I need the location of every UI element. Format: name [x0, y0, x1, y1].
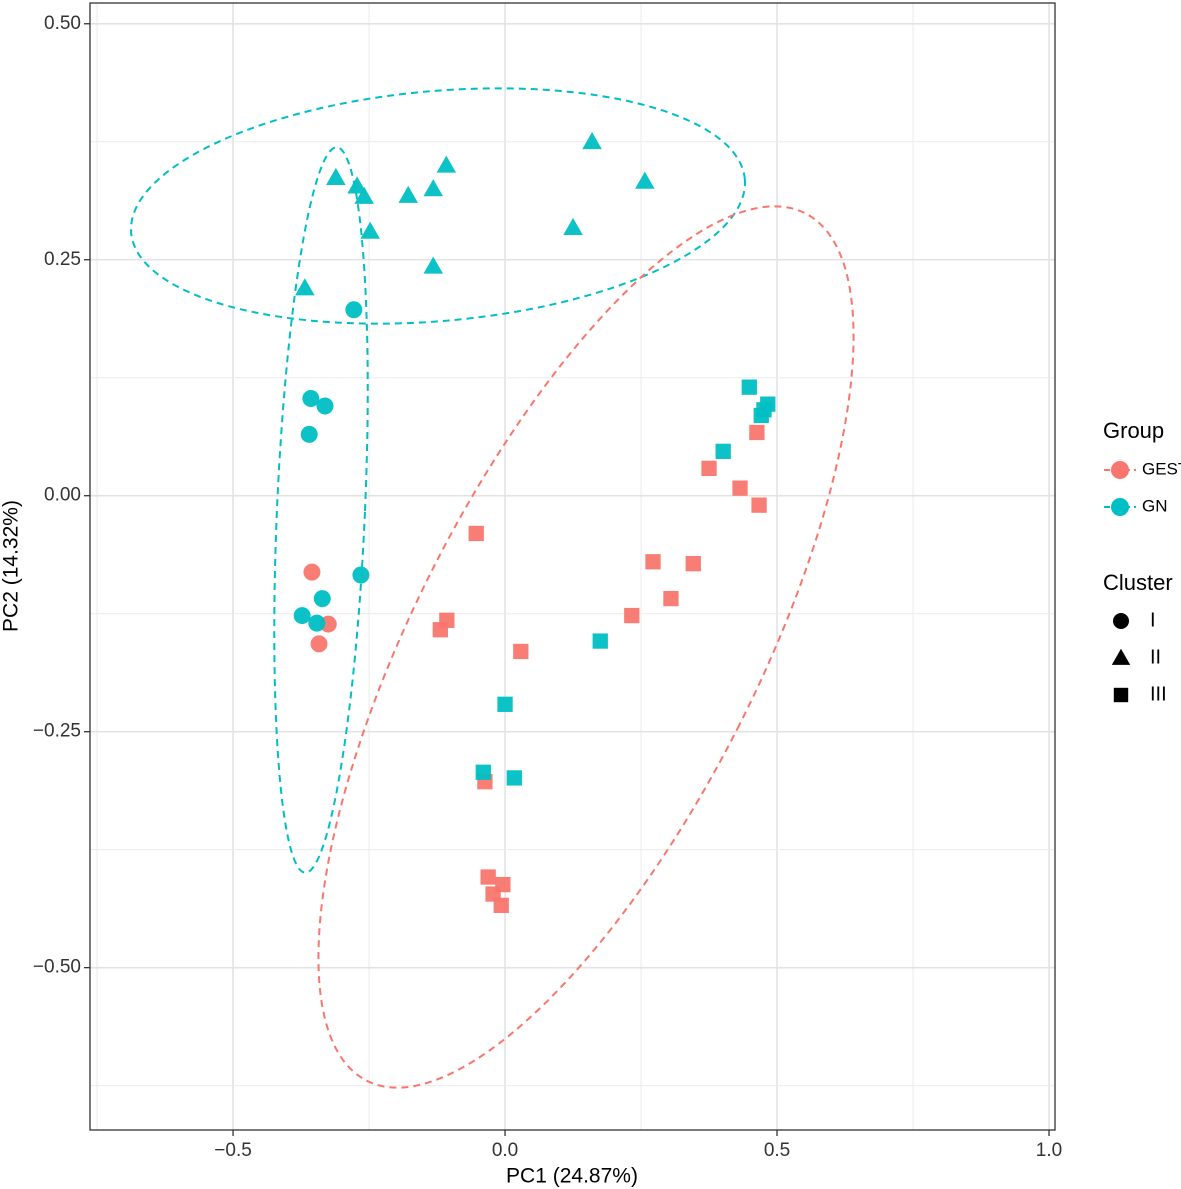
point [480, 869, 496, 885]
point [354, 186, 374, 204]
point [423, 179, 444, 197]
grid [90, 3, 1055, 1130]
point [732, 480, 748, 496]
x-tick-label: 1.0 [1036, 1140, 1062, 1161]
point [506, 770, 522, 786]
point [582, 131, 602, 150]
point [326, 167, 346, 185]
point [303, 563, 321, 581]
point [300, 425, 318, 443]
point [497, 696, 513, 712]
point [749, 424, 765, 441]
point [685, 556, 701, 572]
legend-label: II [1150, 646, 1161, 668]
y-axis-title: PC2 (14.32%) [0, 500, 23, 632]
point [715, 443, 731, 459]
legend-key [1111, 648, 1131, 665]
point [295, 278, 315, 296]
point [360, 221, 380, 239]
ellipse [273, 146, 369, 874]
y-tick-label: 0.25 [44, 249, 81, 270]
x-tick-label: 0.5 [764, 1140, 790, 1161]
legend-key [1113, 687, 1129, 703]
plot-border [89, 2, 1056, 1131]
x-tick-label: 0.0 [492, 1140, 518, 1161]
legend-title: Group [1103, 418, 1164, 443]
point [352, 566, 370, 584]
legend-title: Cluster [1103, 570, 1173, 595]
point [751, 497, 767, 513]
legend-key [1113, 613, 1129, 629]
point [347, 176, 367, 194]
points [293, 131, 776, 914]
legend-label: GEST [1142, 459, 1181, 478]
point [302, 389, 320, 407]
point [313, 590, 331, 608]
point [468, 525, 484, 542]
point [624, 607, 640, 624]
x-tick-label: −0.5 [214, 1140, 252, 1161]
x-axis-title: PC1 (24.87%) [506, 1165, 638, 1188]
point [741, 379, 757, 395]
point [345, 301, 363, 319]
point [432, 622, 448, 638]
y-tick-label: 0.00 [44, 485, 81, 506]
point [645, 554, 661, 570]
y-tick-label: −0.25 [33, 721, 81, 742]
point [493, 897, 509, 914]
legend-key [1111, 461, 1129, 479]
point [635, 171, 655, 189]
ellipses [130, 87, 855, 1089]
legend-label: I [1150, 609, 1156, 631]
point [475, 764, 491, 780]
y-tick-label: 0.50 [44, 13, 81, 34]
legend-key [1111, 498, 1129, 516]
legend-label: GN [1142, 496, 1168, 515]
point [293, 607, 311, 625]
y-tick-label: −0.50 [33, 957, 81, 978]
point [310, 635, 328, 653]
legend-label: III [1150, 683, 1167, 705]
point [513, 643, 529, 660]
point [423, 256, 444, 274]
point [398, 185, 418, 203]
point [592, 633, 608, 649]
point [316, 397, 334, 415]
point [563, 217, 583, 235]
point [753, 407, 769, 424]
point [436, 155, 457, 173]
point [701, 460, 717, 476]
point [308, 614, 326, 632]
plot-background [90, 3, 1055, 1130]
ellipse [130, 87, 746, 325]
ellipse [317, 205, 855, 1089]
point [663, 590, 679, 607]
